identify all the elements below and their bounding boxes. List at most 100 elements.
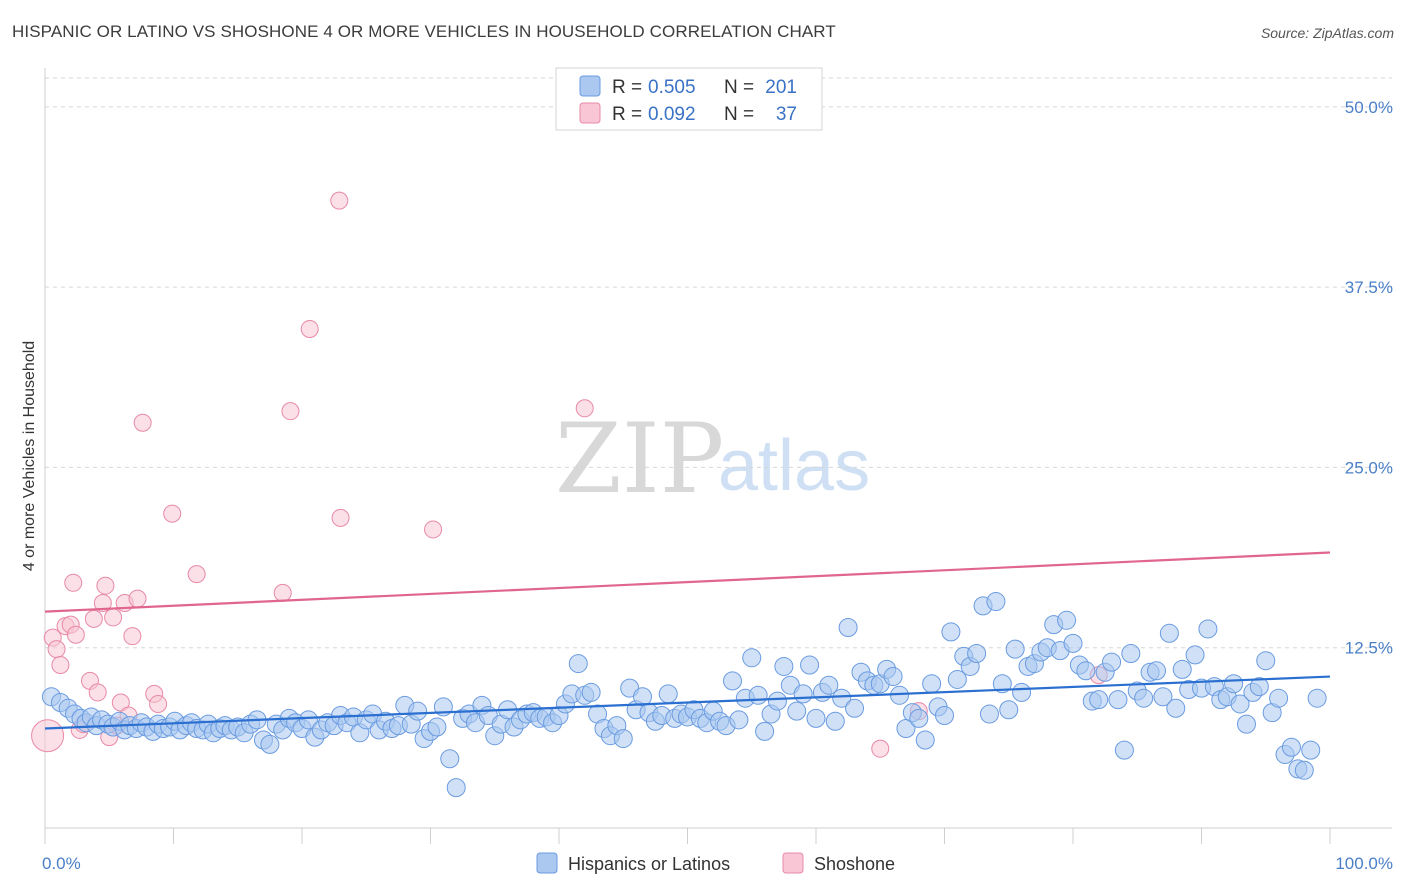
source-credit: Source: ZipAtlas.com [1260, 25, 1394, 41]
legend-r-value-2: 0.092 [648, 104, 696, 125]
hispanic-point [722, 671, 742, 691]
bottom-legend-label-pink: Shoshone [814, 854, 895, 874]
y-axis-title: 4 or more Vehicles in Household [21, 341, 38, 571]
hispanic-point [755, 721, 775, 741]
hispanic-point [845, 698, 865, 718]
shoshone-point [64, 573, 83, 592]
shoshone-point [96, 576, 115, 595]
hispanic-point [967, 643, 987, 663]
legend-n-value-1: 201 [765, 77, 797, 98]
hispanic-point [1076, 661, 1096, 681]
hispanic-point [1236, 714, 1256, 734]
shoshone-point [104, 608, 123, 627]
hispanic-point [1057, 610, 1077, 630]
hispanic-point [1307, 688, 1327, 708]
hispanic-point [999, 700, 1019, 720]
hispanic-point [806, 708, 826, 728]
hispanic-point [941, 622, 961, 642]
hispanic-point [260, 734, 280, 754]
watermark-zip: ZIP [555, 403, 724, 515]
shoshone-trend-line [44, 551, 1331, 613]
shoshone-point [273, 583, 292, 602]
hispanic-point [1102, 652, 1122, 672]
hispanic-point [1108, 690, 1128, 710]
legend-swatch-pink [579, 102, 601, 124]
hispanic-point [1269, 688, 1289, 708]
hispanic-point [883, 667, 903, 687]
hispanic-point [838, 618, 858, 638]
shoshone-point [330, 191, 349, 210]
hispanic-point [800, 655, 820, 675]
shoshone-point [149, 694, 168, 713]
shoshone-point [424, 520, 443, 539]
hispanic-point [1301, 740, 1321, 760]
hispanic-point [922, 674, 942, 694]
hispanic-point [298, 710, 318, 730]
shoshone-point [88, 683, 107, 702]
bottom-legend: Hispanics or Latinos Shoshone [536, 852, 895, 874]
hispanic-point [1230, 694, 1250, 714]
chart-title: HISPANIC OR LATINO VS SHOSHONE 4 OR MORE… [12, 22, 836, 41]
shoshone-point [187, 565, 206, 584]
hispanic-point [1294, 760, 1314, 780]
trend-lines [44, 551, 1331, 730]
hispanic-point [1185, 645, 1205, 665]
hispanic-point [427, 717, 447, 737]
y-tick-label: 37.5% [1345, 278, 1393, 297]
shoshone-point [123, 627, 142, 646]
legend-r-value-1: 0.505 [648, 77, 696, 98]
legend-r-label-1: R = [612, 77, 642, 98]
y-tick-label: 25.0% [1345, 458, 1393, 477]
hispanic-point [1153, 687, 1173, 707]
watermark-atlas: atlas [718, 426, 870, 506]
hispanic-point [832, 688, 852, 708]
shoshone-point [66, 625, 85, 644]
hispanic-point [1281, 737, 1301, 757]
hispanic-point [1224, 674, 1244, 694]
hispanic-point [581, 682, 601, 702]
shoshone-point [300, 319, 319, 338]
shoshone-point [93, 594, 112, 612]
legend-n-value-2: 37 [776, 104, 797, 125]
hispanic-point [658, 684, 678, 704]
hispanic-point [446, 778, 466, 798]
hispanic-point [1166, 698, 1186, 718]
hispanic-point [613, 729, 633, 749]
bottom-legend-swatch-blue [536, 852, 558, 874]
y-tick-label: 50.0% [1345, 98, 1393, 117]
hispanic-point [1198, 619, 1218, 639]
hispanic-point [986, 592, 1006, 612]
hispanic-point [748, 685, 768, 705]
hispanic-point [890, 685, 910, 705]
hispanic-point [1114, 740, 1134, 760]
hispanic-point [742, 648, 762, 668]
hispanic-point [1159, 623, 1179, 643]
hispanic-point [1172, 659, 1192, 679]
shoshone-point [51, 656, 70, 675]
hispanic-points [41, 592, 1327, 798]
legend-swatch-blue [579, 75, 601, 97]
legend-r-label-2: R = [612, 104, 642, 125]
x-tick-label-start: 0.0% [42, 854, 81, 873]
hispanic-point [568, 654, 588, 674]
legend-n-label-2: N = [724, 104, 754, 125]
shoshone-point [47, 640, 66, 659]
shoshone-point [84, 609, 103, 628]
tick-labels: 12.5% 25.0% 37.5% 50.0% 0.0% 100.0% [42, 98, 1393, 873]
hispanic-point [1249, 677, 1269, 697]
y-tick-label: 12.5% [1345, 639, 1393, 658]
hispanic-point [1256, 651, 1276, 671]
hispanic-point [935, 706, 954, 725]
hispanic-point [992, 674, 1012, 694]
shoshone-point [133, 413, 152, 432]
legend-box: R = 0.505 N = 201 R = 0.092 N = 37 [555, 67, 823, 131]
hispanic-point [979, 704, 999, 724]
watermark: ZIP atlas [555, 403, 870, 515]
hispanic-point [729, 710, 749, 730]
hispanic-point [774, 656, 794, 676]
hispanic-point [793, 684, 813, 704]
hispanic-point [1121, 643, 1141, 663]
x-tick-label-end: 100.0% [1335, 854, 1393, 873]
hispanic-point [1063, 633, 1083, 653]
